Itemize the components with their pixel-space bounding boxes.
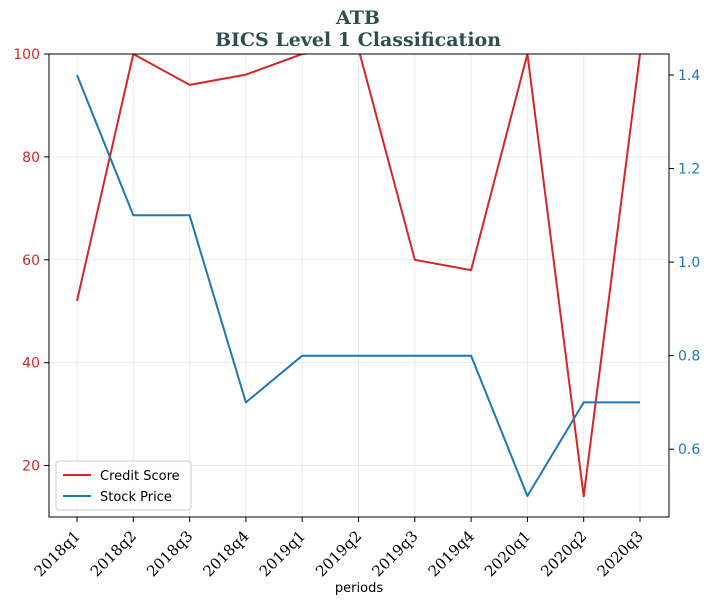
y-right-tick-label: 0.8 xyxy=(678,349,700,365)
y-right-tick-label: 1.4 xyxy=(678,68,700,84)
grid xyxy=(49,53,669,517)
series-line-credit-score xyxy=(76,54,641,498)
x-tick-label: 2018q1 xyxy=(31,527,84,580)
y-right-tick-label: 0.6 xyxy=(678,442,700,458)
series-group xyxy=(76,54,641,498)
x-tick-label: 2020q1 xyxy=(481,527,534,580)
y-left-tick-label: 100 xyxy=(13,47,40,63)
legend-box xyxy=(55,460,192,511)
x-tick-label: 2018q2 xyxy=(87,527,140,580)
y-left-tick-label: 80 xyxy=(22,150,40,166)
legend-label-stock-price: Stock Price xyxy=(100,490,172,505)
y-left-tick-label: 60 xyxy=(22,253,40,269)
x-tick-label: 2020q3 xyxy=(594,527,647,580)
x-tick-label: 2019q2 xyxy=(312,527,365,580)
x-tick-label: 2018q4 xyxy=(199,527,252,580)
x-tick-label: 2020q2 xyxy=(537,527,590,580)
legend: Credit Score Stock Price xyxy=(55,460,192,511)
x-axis-label: periods xyxy=(335,581,383,596)
x-tick-label: 2018q3 xyxy=(143,527,196,580)
legend-label-credit-score: Credit Score xyxy=(100,469,180,484)
x-tick-label: 2019q1 xyxy=(256,527,309,580)
y-right-tick-label: 1.0 xyxy=(678,255,700,271)
y-left-tick-label: 20 xyxy=(22,459,40,475)
chart-title: ATB xyxy=(335,7,380,29)
y-right-tick-label: 1.2 xyxy=(678,162,700,178)
x-tick-label: 2019q4 xyxy=(425,527,478,580)
y-left-tick-label: 40 xyxy=(22,356,40,372)
chart-subtitle: BICS Level 1 Classification xyxy=(215,29,501,51)
x-tick-label: 2019q3 xyxy=(368,527,421,580)
series-line-stock-price xyxy=(76,74,640,497)
